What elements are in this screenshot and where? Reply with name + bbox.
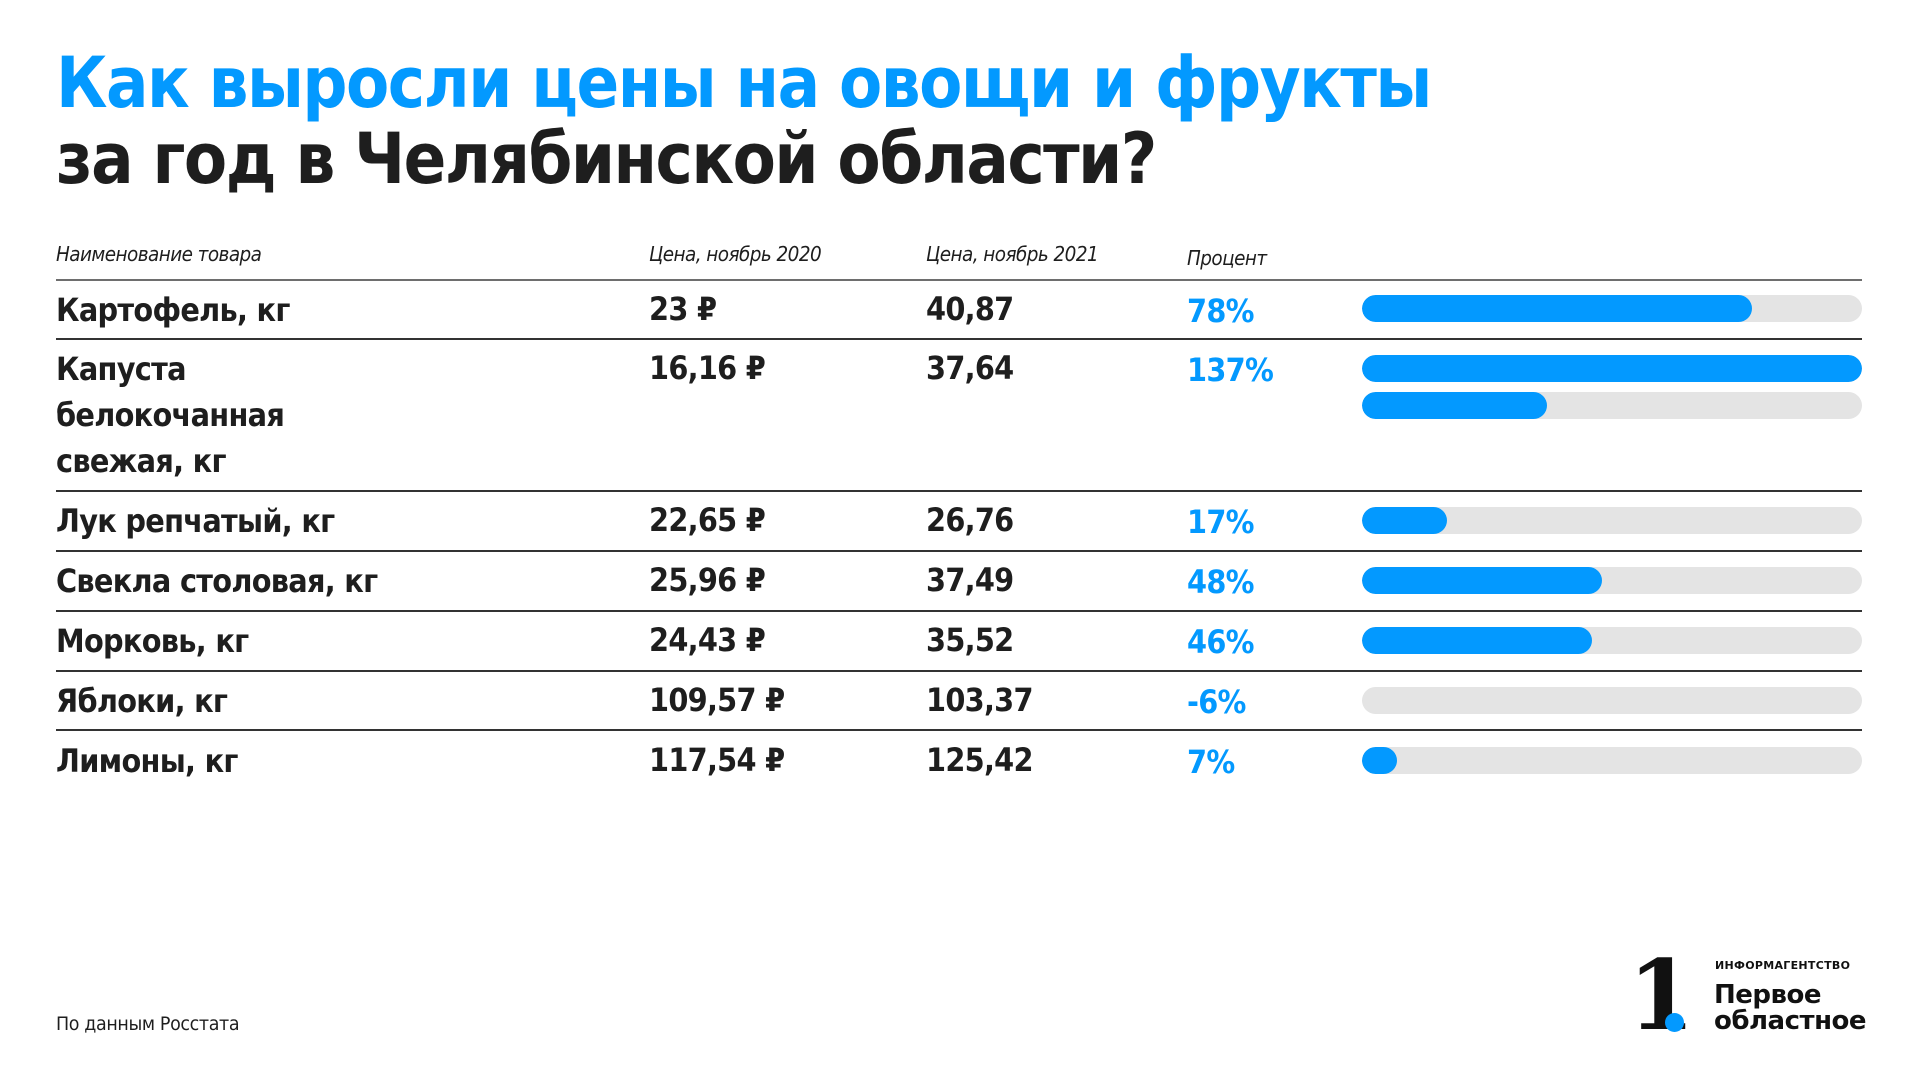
product-name: Лимоны, кг: [56, 742, 238, 780]
product-name-line-3: свежая, кг: [56, 442, 227, 480]
percent-change: 7%: [1187, 743, 1235, 781]
percent-bar: [1362, 747, 1862, 774]
logo-kicker: ИНФОРМАГЕНТСТВО: [1715, 959, 1851, 972]
percent-change: -6%: [1187, 683, 1246, 721]
price-2021: 125,42: [926, 741, 1034, 779]
percent-bar: [1362, 507, 1862, 534]
price-2021: 37,64: [926, 349, 1014, 387]
title-line-2: за год в Челябинской области?: [56, 118, 1157, 200]
row-divider: [56, 729, 1862, 731]
percent-bar-fill: [1362, 392, 1547, 419]
price-2020: 25,96 ₽: [649, 561, 766, 599]
percent-bar: [1362, 687, 1862, 714]
percent-change: 17%: [1187, 503, 1255, 541]
logo-name-line-1: Первое: [1714, 980, 1821, 1010]
row-divider: [56, 338, 1862, 340]
price-2020: 109,57 ₽: [649, 681, 785, 719]
header-divider: [56, 279, 1862, 281]
percent-bar-fill: [1362, 507, 1447, 534]
title-line-1: Как выросли цены на овощи и фрукты: [56, 42, 1432, 124]
percent-bar: [1362, 355, 1862, 382]
column-header-price-2021: Цена, ноябрь 2021: [926, 242, 1099, 266]
product-name: Морковь, кг: [56, 622, 249, 660]
percent-bar-overflow: [1362, 392, 1862, 419]
percent-bar-fill: [1362, 295, 1752, 322]
product-name: Яблоки, кг: [56, 682, 228, 720]
logo-name-line-2: областное: [1714, 1006, 1867, 1036]
price-2021: 26,76: [926, 501, 1014, 539]
column-header-name: Наименование товара: [56, 242, 262, 266]
percent-bar: [1362, 627, 1862, 654]
column-header-price-2020: Цена, ноябрь 2020: [649, 242, 822, 266]
price-2021: 35,52: [926, 621, 1014, 659]
logo-name: Первое областное: [1714, 980, 1867, 1036]
percent-bar-fill: [1362, 747, 1397, 774]
price-2020: 117,54 ₽: [649, 741, 785, 779]
percent-bar-fill: [1362, 355, 1862, 382]
product-name-line-1: Капуста: [56, 350, 187, 388]
price-2020: 24,43 ₽: [649, 621, 766, 659]
column-header-percent: Процент: [1187, 246, 1267, 270]
percent-change: 48%: [1187, 563, 1255, 601]
logo-number-one: 1: [1628, 939, 1695, 1052]
price-2021: 40,87: [926, 290, 1014, 328]
product-name-line-2: белокочанная: [56, 396, 285, 434]
percent-bar-fill: [1362, 627, 1592, 654]
source-note: По данным Росстата: [56, 1013, 240, 1035]
product-name: Лук репчатый, кг: [56, 502, 335, 540]
price-2020: 22,65 ₽: [649, 501, 766, 539]
price-2021: 103,37: [926, 681, 1034, 719]
row-divider: [56, 550, 1862, 552]
percent-change: 137%: [1187, 351, 1274, 389]
price-2020: 23 ₽: [649, 290, 717, 328]
logo-dot-icon: [1665, 1013, 1684, 1032]
price-2020: 16,16 ₽: [649, 349, 766, 387]
percent-bar: [1362, 567, 1862, 594]
product-name: Свекла столовая, кг: [56, 562, 378, 600]
row-divider: [56, 490, 1862, 492]
percent-bar: [1362, 295, 1862, 322]
price-2021: 37,49: [926, 561, 1014, 599]
percent-change: 46%: [1187, 623, 1255, 661]
row-divider: [56, 670, 1862, 672]
percent-change: 78%: [1187, 292, 1255, 330]
percent-bar-fill: [1362, 567, 1602, 594]
product-name: Картофель, кг: [56, 291, 290, 329]
row-divider: [56, 610, 1862, 612]
